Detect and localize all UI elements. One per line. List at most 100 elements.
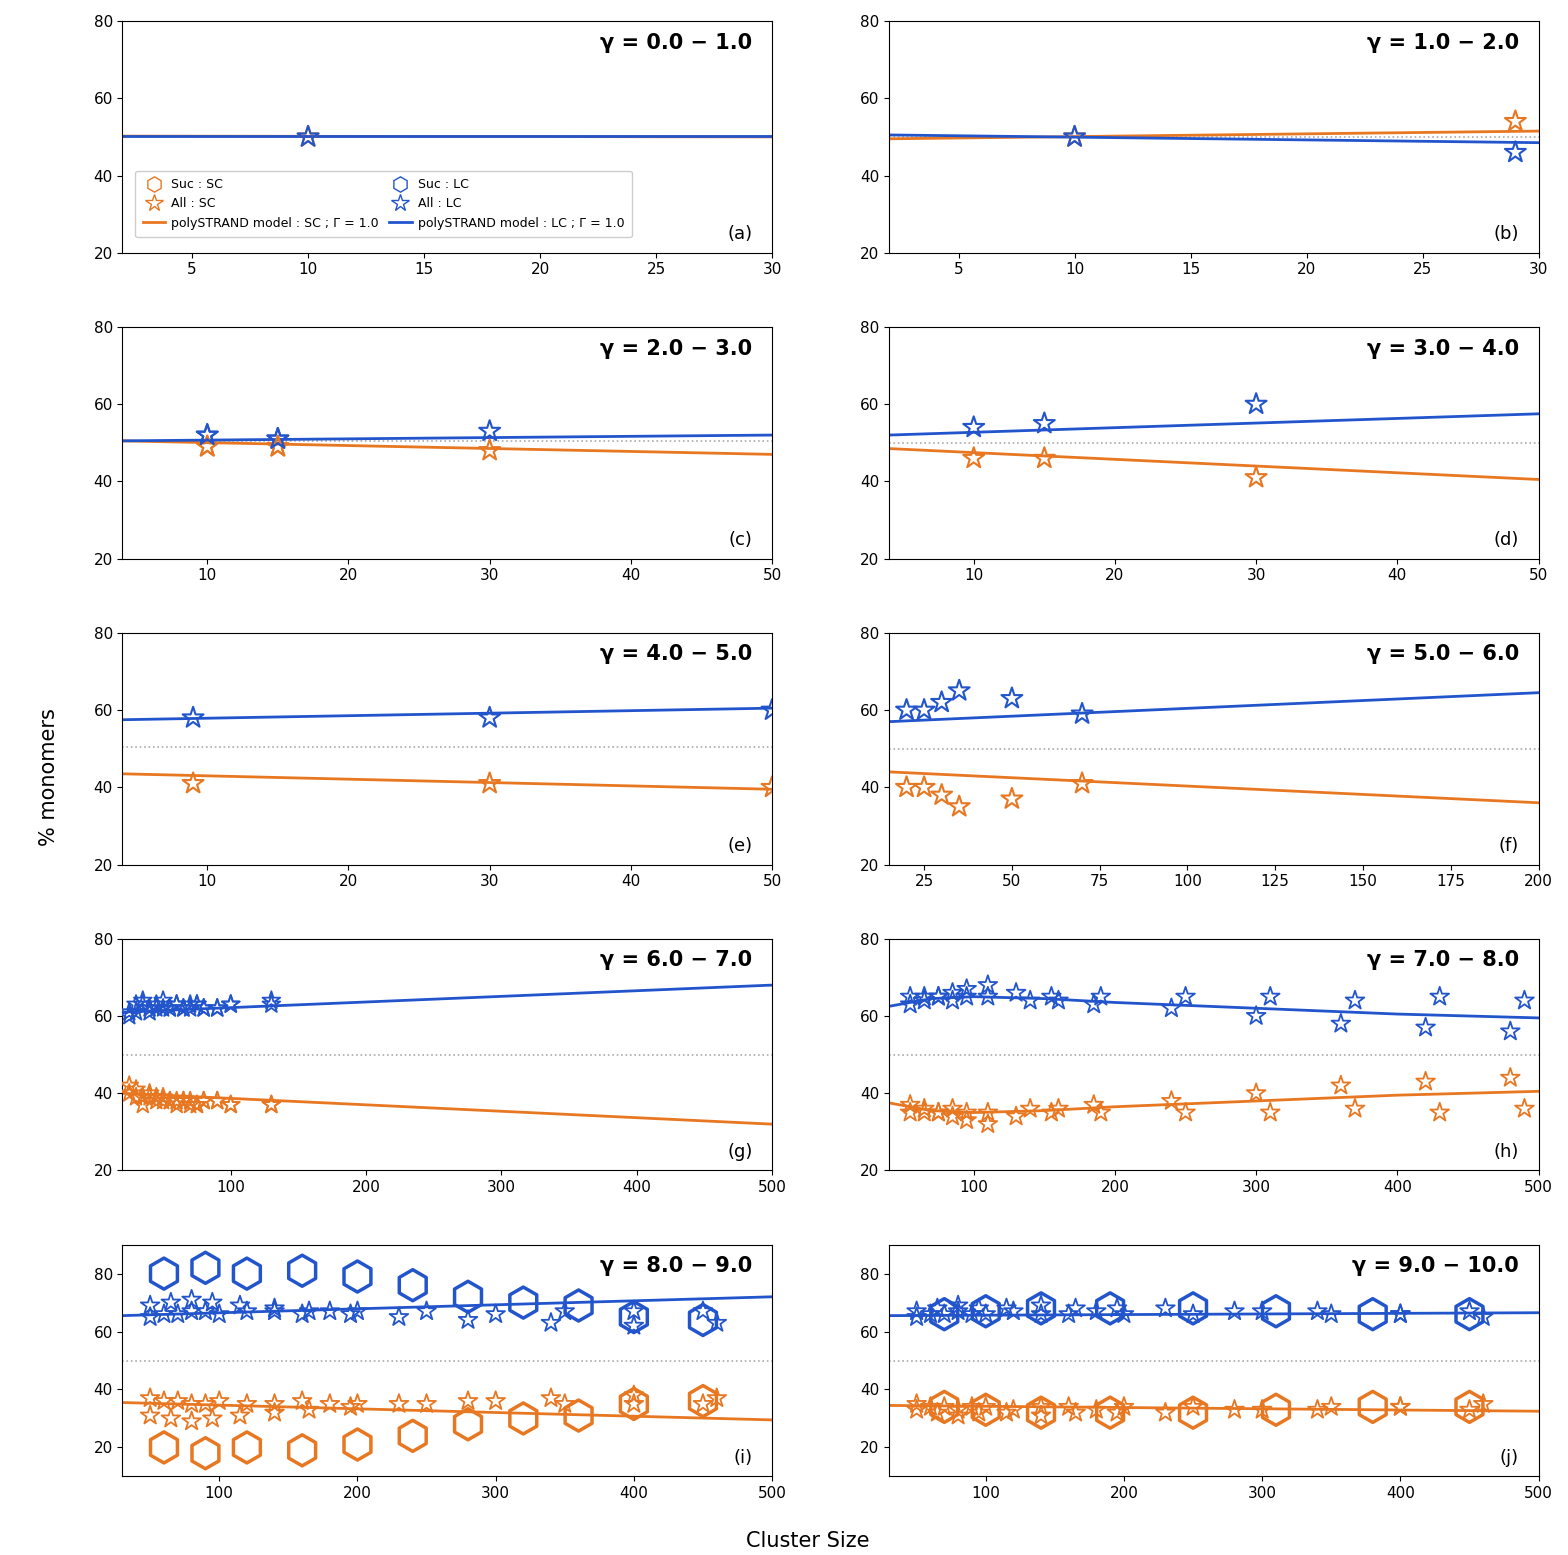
Point [152, 1389, 177, 1413]
Point [177, 992, 202, 1017]
Text: (e): (e) [728, 837, 753, 855]
Point [1264, 1298, 1289, 1323]
Point [138, 1294, 163, 1319]
Point [1250, 1298, 1275, 1323]
Point [218, 992, 243, 1017]
Point [621, 1392, 646, 1417]
Point [259, 987, 284, 1012]
Point [931, 1302, 956, 1326]
Point [179, 1288, 204, 1312]
Point [566, 1294, 591, 1319]
Point [974, 1298, 999, 1323]
Point [897, 984, 922, 1009]
Point [1018, 987, 1043, 1012]
Point [339, 1302, 364, 1326]
Point [1471, 1392, 1496, 1417]
Point [925, 1400, 950, 1424]
Point [704, 1311, 729, 1336]
Point [144, 1085, 169, 1110]
Point [1221, 1398, 1247, 1423]
Point [1471, 1305, 1496, 1330]
Point [165, 992, 190, 1017]
Point [1032, 446, 1057, 471]
Point [130, 1092, 155, 1116]
Point [265, 434, 290, 459]
Point [1413, 1015, 1438, 1040]
Point [931, 1302, 956, 1326]
Point [1427, 984, 1452, 1009]
Point [953, 984, 978, 1009]
Point [1388, 1395, 1413, 1420]
Point [511, 1406, 536, 1431]
Point [171, 1088, 196, 1113]
Point [193, 1392, 218, 1417]
Point [165, 1092, 190, 1116]
Point [946, 1294, 971, 1319]
Point [1083, 1298, 1109, 1323]
Point [1040, 1099, 1065, 1124]
Point [193, 1441, 218, 1466]
Point [194, 434, 220, 459]
Text: γ = 0.0 − 1.0: γ = 0.0 − 1.0 [601, 33, 753, 53]
Point [1069, 771, 1094, 796]
Point [234, 1261, 259, 1286]
Point [345, 1432, 370, 1457]
Point [400, 1423, 425, 1448]
Point [130, 1085, 155, 1110]
Point [124, 992, 149, 1017]
Point [621, 1314, 646, 1339]
Point [946, 1298, 971, 1323]
Point [1359, 1395, 1385, 1420]
Point [897, 992, 922, 1017]
Point [1029, 1294, 1054, 1319]
Text: γ = 3.0 − 4.0: γ = 3.0 − 4.0 [1367, 339, 1519, 359]
Point [194, 434, 220, 459]
Point [1029, 1302, 1054, 1326]
Text: γ = 1.0 − 2.0: γ = 1.0 − 2.0 [1367, 33, 1519, 53]
Point [759, 774, 784, 799]
Point [483, 1389, 508, 1413]
Point [1388, 1302, 1413, 1326]
Point [1029, 1400, 1054, 1424]
Point [966, 1295, 991, 1320]
Point [191, 995, 216, 1020]
Point [911, 984, 936, 1009]
Point [961, 446, 986, 471]
Point [191, 1088, 216, 1113]
Point [483, 1302, 508, 1326]
Point [511, 1291, 536, 1316]
Point [177, 1088, 202, 1113]
Point [165, 1389, 190, 1413]
Point [339, 1395, 364, 1420]
Point [152, 1261, 177, 1286]
Point [960, 1302, 985, 1326]
Point [975, 972, 1000, 997]
Text: γ = 9.0 − 10.0: γ = 9.0 − 10.0 [1352, 1256, 1519, 1277]
Point [947, 678, 972, 703]
Point [1159, 995, 1184, 1020]
Point [116, 1000, 141, 1025]
Point [960, 1395, 985, 1420]
Point [144, 995, 169, 1020]
Point [1173, 1099, 1198, 1124]
Point [1082, 1092, 1107, 1116]
Point [179, 1298, 204, 1323]
Point [1152, 1400, 1178, 1424]
Point [1243, 465, 1269, 490]
Point [1152, 1295, 1178, 1320]
Point [317, 1298, 342, 1323]
Point [180, 706, 205, 731]
Point [345, 1298, 370, 1323]
Point [179, 1409, 204, 1434]
Point [1040, 984, 1065, 1009]
Point [930, 690, 955, 715]
Point [931, 1395, 956, 1420]
Point [621, 1298, 646, 1323]
Point [925, 984, 950, 1009]
Point [185, 1092, 210, 1116]
Point [185, 992, 210, 1017]
Point [931, 1395, 956, 1420]
Point [1512, 1096, 1537, 1121]
Point [1305, 1298, 1330, 1323]
Point [1181, 1395, 1206, 1420]
